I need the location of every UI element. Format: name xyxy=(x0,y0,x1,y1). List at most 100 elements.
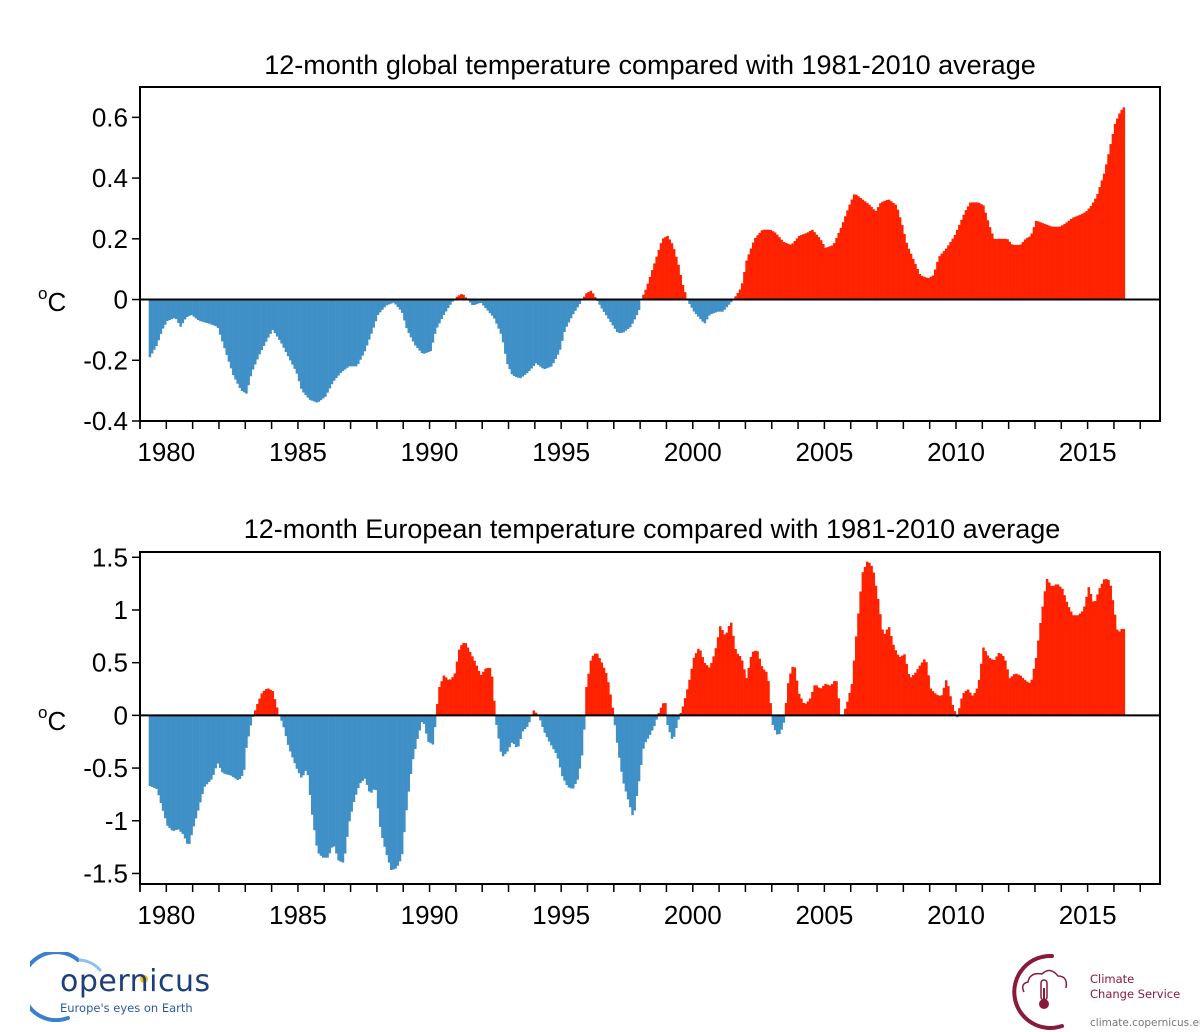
european-bar xyxy=(477,670,481,716)
global-bar xyxy=(262,299,266,346)
global-bar xyxy=(411,299,415,342)
european-bar xyxy=(418,715,421,731)
european-bar xyxy=(982,647,985,716)
global-bar xyxy=(370,299,373,334)
global-bar xyxy=(705,299,709,320)
global-bar xyxy=(1045,224,1049,300)
european-bar xyxy=(462,642,465,716)
global-bar xyxy=(264,299,268,342)
european-bar xyxy=(622,715,625,784)
global-bar xyxy=(232,299,235,376)
european-bar xyxy=(938,695,941,716)
global-y-tick-label: -0.2 xyxy=(83,345,128,375)
global-bar xyxy=(330,299,334,385)
global-bar xyxy=(727,299,731,305)
european-bar xyxy=(161,715,165,811)
european-bar xyxy=(405,715,408,811)
global-bar xyxy=(793,240,797,300)
global-bar xyxy=(212,299,215,326)
european-x-tick-label: 1985 xyxy=(269,900,327,930)
global-bar xyxy=(405,299,408,329)
global-bar xyxy=(881,201,884,300)
european-bar xyxy=(903,654,906,716)
global-bar xyxy=(703,299,707,324)
european-bar xyxy=(925,662,928,716)
global-y-axis: -0.4 -0.2 0 0.2 0.4 0.6 xyxy=(83,102,140,436)
global-bar xyxy=(306,299,310,398)
global-bar xyxy=(475,299,479,305)
global-bar xyxy=(398,299,402,310)
global-bar xyxy=(692,299,696,312)
european-bar xyxy=(802,702,805,716)
european-bar xyxy=(734,648,737,716)
global-bar xyxy=(624,299,628,331)
european-bar xyxy=(547,715,551,742)
european-bar xyxy=(1037,640,1040,716)
european-bar xyxy=(1028,682,1031,716)
global-bar xyxy=(949,241,952,300)
global-bar xyxy=(541,299,544,369)
european-bar xyxy=(804,703,808,716)
global-bar xyxy=(993,238,996,300)
global-bar xyxy=(295,299,299,374)
global-bar xyxy=(473,299,476,305)
global-bar xyxy=(986,220,990,300)
european-bar xyxy=(602,667,606,716)
european-bar xyxy=(909,677,913,716)
european-bar xyxy=(980,663,983,716)
european-bar xyxy=(879,614,882,716)
global-bar xyxy=(589,290,593,300)
global-bar xyxy=(166,299,169,321)
european-bar xyxy=(175,715,178,830)
european-bar xyxy=(394,715,397,869)
global-bar xyxy=(806,232,810,300)
european-bar xyxy=(977,680,981,716)
global-bar xyxy=(769,229,772,300)
european-bar xyxy=(508,715,511,748)
european-bar xyxy=(282,715,285,728)
european-x-tick-label: 1990 xyxy=(401,900,459,930)
european-bar xyxy=(648,715,652,735)
european-bar xyxy=(688,679,691,716)
global-bar xyxy=(644,289,647,300)
european-bar xyxy=(686,689,689,716)
global-bar xyxy=(357,299,360,364)
global-y-tick-label: -0.4 xyxy=(83,406,128,436)
global-bar xyxy=(708,299,711,316)
european-bar xyxy=(583,715,586,730)
global-bar xyxy=(484,299,487,309)
european-bar xyxy=(482,671,485,716)
global-bar xyxy=(422,299,426,354)
global-bar xyxy=(690,299,693,308)
global-bar xyxy=(1120,109,1123,300)
european-bar xyxy=(767,681,770,716)
global-bar xyxy=(1072,217,1075,300)
european-bar xyxy=(984,651,987,716)
european-bar xyxy=(567,715,571,788)
european-bar xyxy=(626,715,630,800)
european-bar xyxy=(931,691,935,716)
global-bar xyxy=(747,254,751,300)
global-bar xyxy=(1037,221,1040,300)
global-bar xyxy=(929,276,933,300)
global-bar xyxy=(1012,244,1016,300)
global-bar xyxy=(765,229,768,300)
global-bar xyxy=(813,232,816,300)
global-bar xyxy=(756,235,759,300)
european-bar xyxy=(550,715,553,746)
european-bar xyxy=(205,715,209,785)
european-bar xyxy=(363,715,367,779)
european-bar xyxy=(203,715,207,787)
european-bar xyxy=(914,672,917,716)
european-bar xyxy=(694,653,698,716)
global-bar xyxy=(223,299,226,349)
global-bar xyxy=(966,206,970,300)
global-bar xyxy=(464,297,468,300)
global-bar xyxy=(227,299,231,362)
european-bar xyxy=(609,694,612,716)
global-bar xyxy=(1050,226,1053,300)
global-bar xyxy=(214,299,217,327)
global-bar xyxy=(876,207,880,300)
european-bar xyxy=(352,715,356,803)
european-bar xyxy=(440,681,443,716)
